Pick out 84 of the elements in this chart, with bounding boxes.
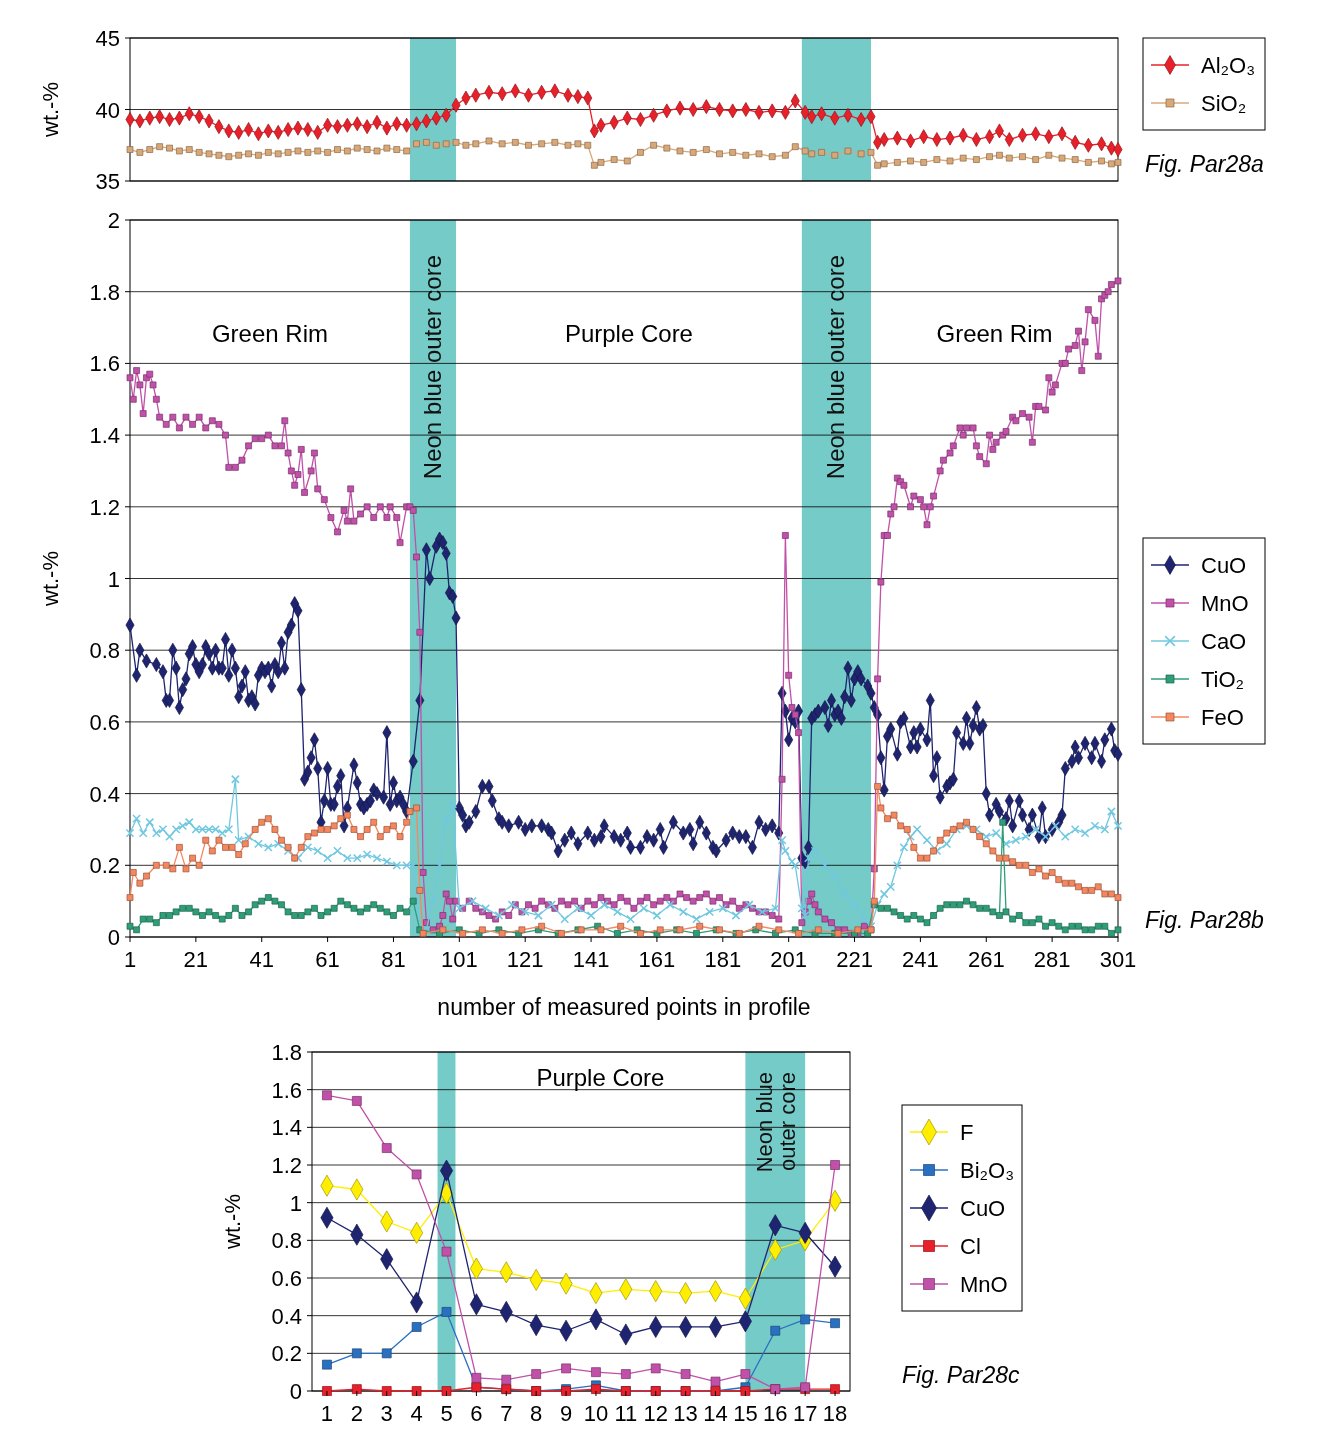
x-tick-label: 301 <box>1099 947 1137 972</box>
y-tick-label: 45 <box>95 26 120 51</box>
legend-label: SiO₂ <box>1201 91 1247 116</box>
x-tick-label: 10 <box>583 1401 609 1426</box>
y-tick-label: 1.4 <box>271 1115 302 1141</box>
x-tick-label: 161 <box>638 947 676 972</box>
legend-label: MnO <box>960 1272 1008 1297</box>
y-tick-label: 0.4 <box>271 1303 302 1329</box>
y-tick-label: 1.8 <box>271 1040 302 1065</box>
x-tick-label: 6 <box>470 1401 483 1426</box>
y-tick-label: 1.2 <box>89 494 120 520</box>
annotation: Purple Core <box>564 320 693 347</box>
y-tick-label: 1.6 <box>271 1077 302 1103</box>
y-tick-label: 1.2 <box>271 1153 302 1178</box>
band-label: Neon blue outer core <box>418 255 446 480</box>
legend-label: TiO₂ <box>1201 667 1245 692</box>
y-tick-label: 1.8 <box>89 279 120 305</box>
y-tick-label: 35 <box>95 169 120 194</box>
x-tick-label: 2 <box>350 1401 363 1426</box>
x-tick-label: 261 <box>967 947 1005 972</box>
band-label: Neon blue outer core <box>822 255 850 480</box>
y-tick-label: 0.2 <box>89 853 120 879</box>
y-tick-label: 2 <box>107 208 120 233</box>
y-axis-title: wt.-% <box>38 82 63 138</box>
text: Fig. Par28c <box>902 1362 1021 1388</box>
legend-label: MnO <box>1201 591 1249 616</box>
legend-label: Cl <box>960 1234 981 1259</box>
x-tick-label: 101 <box>440 947 478 972</box>
y-tick-label: 0.8 <box>89 638 120 664</box>
x-tick-label: 181 <box>704 947 742 972</box>
y-tick-label: 1 <box>289 1190 302 1216</box>
annotation: Purple Core <box>536 1064 665 1091</box>
y-tick-label: 0 <box>107 925 120 950</box>
text: Fig. Par28b <box>1145 907 1265 933</box>
y-tick-label: 0 <box>289 1379 302 1404</box>
legend-label: FeO <box>1201 705 1244 730</box>
x-tick-label: 241 <box>902 947 939 972</box>
x-tick-label: 14 <box>703 1401 728 1426</box>
x-axis-title: number of measured points in profile <box>437 994 811 1020</box>
legend-label: CuO <box>960 1196 1006 1221</box>
x-tick-label: 21 <box>183 947 209 972</box>
x-tick-label: 281 <box>1033 947 1071 972</box>
y-tick-label: 0.2 <box>271 1341 302 1367</box>
y-axis-title: wt.-% <box>38 551 63 607</box>
x-tick-label: 221 <box>836 947 873 972</box>
y-axis-title: wt.-% <box>220 1194 245 1250</box>
legend-label: CuO <box>1201 553 1247 578</box>
legend-label: CaO <box>1201 629 1247 654</box>
x-tick-label: 11 <box>614 1401 638 1426</box>
legend-label: F <box>960 1120 974 1145</box>
y-tick-label: 0.4 <box>89 781 120 807</box>
x-tick-label: 7 <box>500 1401 513 1426</box>
x-tick-label: 18 <box>822 1401 848 1426</box>
band-label: Neon blue outer core <box>751 1072 800 1173</box>
y-tick-label: 1.4 <box>89 423 120 449</box>
y-tick-label: 40 <box>95 97 120 123</box>
annotation: Green Rim <box>211 320 328 347</box>
x-tick-label: 9 <box>559 1401 573 1426</box>
y-tick-label: 0.8 <box>271 1228 302 1254</box>
y-tick-label: 0.6 <box>89 709 120 735</box>
x-tick-label: 16 <box>763 1401 788 1426</box>
x-tick-label: 1 <box>320 1401 334 1426</box>
x-tick-label: 5 <box>440 1401 453 1426</box>
y-tick-label: 1.6 <box>89 351 120 377</box>
x-tick-label: 141 <box>572 947 610 972</box>
y-tick-label: 1 <box>107 566 120 592</box>
y-tick-label: 0.6 <box>271 1266 302 1291</box>
x-tick-label: 3 <box>380 1401 393 1426</box>
x-tick-label: 61 <box>315 947 340 972</box>
x-tick-label: 4 <box>410 1401 423 1426</box>
legend-label: Bi₂O₃ <box>960 1158 1015 1183</box>
x-tick-label: 13 <box>673 1401 698 1426</box>
x-tick-label: 15 <box>733 1401 758 1426</box>
text: Fig. Par28a <box>1145 151 1264 177</box>
x-tick-label: 17 <box>792 1401 818 1426</box>
x-tick-label: 8 <box>530 1401 543 1426</box>
x-tick-label: 81 <box>381 947 406 972</box>
x-tick-label: 201 <box>770 947 808 972</box>
x-tick-label: 12 <box>643 1401 668 1426</box>
x-tick-label: 121 <box>506 947 544 972</box>
x-tick-label: 41 <box>249 947 274 972</box>
legend-label: Al₂O₃ <box>1201 53 1256 78</box>
x-tick-label: 1 <box>123 947 137 972</box>
annotation: Green Rim <box>936 320 1053 347</box>
